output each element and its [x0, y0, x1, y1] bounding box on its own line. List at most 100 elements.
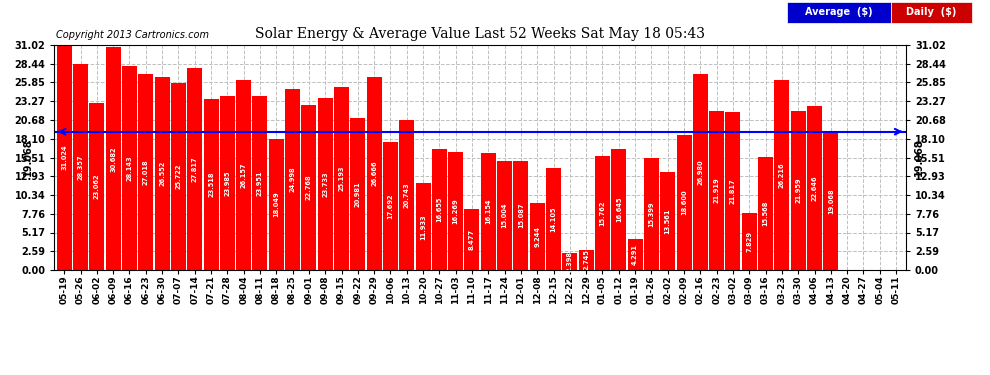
Bar — [595, 156, 610, 270]
Text: 20.743: 20.743 — [404, 182, 410, 208]
Text: 22.768: 22.768 — [306, 175, 312, 200]
Text: 26.157: 26.157 — [241, 162, 247, 188]
Bar — [562, 253, 577, 270]
Bar — [204, 99, 219, 270]
Text: 8.477: 8.477 — [469, 229, 475, 250]
Bar — [611, 149, 627, 270]
Text: 23.518: 23.518 — [208, 172, 214, 198]
Text: 26.980: 26.980 — [697, 159, 703, 185]
Bar — [824, 132, 839, 270]
Bar — [252, 96, 267, 270]
Text: 15.568: 15.568 — [762, 201, 768, 226]
Text: 22.646: 22.646 — [812, 175, 818, 201]
Text: 18.049: 18.049 — [273, 192, 279, 217]
Bar — [334, 87, 349, 270]
Text: 17.692: 17.692 — [387, 193, 393, 219]
Bar — [774, 80, 789, 270]
Text: 19.068: 19.068 — [914, 139, 924, 176]
Bar — [399, 120, 414, 270]
Text: 20.981: 20.981 — [354, 181, 360, 207]
Bar — [383, 142, 398, 270]
Text: 16.269: 16.269 — [452, 198, 458, 224]
Text: 27.018: 27.018 — [143, 159, 148, 185]
Text: 19.068: 19.068 — [23, 139, 33, 176]
Bar — [546, 168, 561, 270]
Text: 26.666: 26.666 — [371, 160, 377, 186]
Bar — [89, 103, 104, 270]
Bar — [171, 83, 186, 270]
Text: 23.733: 23.733 — [322, 171, 329, 197]
Text: 13.561: 13.561 — [664, 208, 670, 234]
Bar — [139, 74, 153, 270]
Bar — [791, 111, 806, 270]
Bar — [628, 239, 643, 270]
Bar — [237, 80, 251, 270]
Bar — [726, 112, 741, 270]
Bar — [497, 161, 512, 270]
Text: 15.004: 15.004 — [502, 203, 508, 228]
Bar — [318, 98, 333, 270]
Bar — [432, 149, 446, 270]
Bar — [448, 152, 463, 270]
Text: 21.817: 21.817 — [730, 178, 736, 204]
Bar — [758, 157, 773, 270]
Bar — [268, 139, 284, 270]
Bar — [73, 64, 88, 270]
Bar — [514, 160, 529, 270]
Bar — [220, 96, 235, 270]
Text: 2.745: 2.745 — [583, 250, 589, 270]
Bar — [416, 183, 431, 270]
Bar — [644, 158, 659, 270]
Text: 23.985: 23.985 — [225, 170, 231, 196]
Text: 15.399: 15.399 — [648, 201, 654, 227]
Text: 15.762: 15.762 — [600, 200, 606, 226]
Text: 23.951: 23.951 — [257, 170, 263, 196]
Text: 16.655: 16.655 — [437, 197, 443, 222]
Text: 11.933: 11.933 — [420, 214, 426, 240]
Text: 27.817: 27.817 — [192, 156, 198, 182]
Title: Solar Energy & Average Value Last 52 Weeks Sat May 18 05:43: Solar Energy & Average Value Last 52 Wee… — [255, 27, 705, 41]
Text: 28.357: 28.357 — [77, 154, 83, 180]
Text: 18.600: 18.600 — [681, 190, 687, 215]
Bar — [106, 48, 121, 270]
Text: 25.722: 25.722 — [175, 164, 181, 189]
Text: 21.919: 21.919 — [714, 178, 720, 203]
Text: 31.024: 31.024 — [61, 145, 67, 170]
Text: 2.398: 2.398 — [567, 251, 573, 272]
Text: 16.154: 16.154 — [485, 199, 491, 224]
Text: 7.829: 7.829 — [746, 231, 752, 252]
Text: 16.645: 16.645 — [616, 197, 622, 222]
Text: 26.216: 26.216 — [779, 162, 785, 188]
Bar — [807, 106, 822, 270]
Text: Daily  ($): Daily ($) — [907, 8, 956, 17]
Bar — [366, 76, 381, 270]
Bar — [530, 203, 544, 270]
Text: 4.291: 4.291 — [632, 244, 639, 265]
Text: 15.087: 15.087 — [518, 202, 524, 228]
Bar — [693, 74, 708, 270]
Bar — [481, 153, 496, 270]
Bar — [154, 77, 169, 270]
Bar — [285, 88, 300, 270]
Text: Copyright 2013 Cartronics.com: Copyright 2013 Cartronics.com — [56, 30, 209, 40]
Text: 30.682: 30.682 — [110, 146, 116, 171]
Bar — [122, 66, 137, 270]
Bar — [301, 105, 317, 270]
Bar — [676, 135, 692, 270]
Text: 21.959: 21.959 — [795, 178, 801, 203]
Text: 14.105: 14.105 — [550, 206, 556, 232]
Bar — [579, 250, 594, 270]
Text: 24.998: 24.998 — [290, 166, 296, 192]
Text: 9.244: 9.244 — [535, 226, 541, 247]
Text: Average  ($): Average ($) — [805, 8, 872, 17]
Bar — [187, 68, 202, 270]
Bar — [464, 209, 479, 270]
Text: 19.068: 19.068 — [828, 188, 834, 214]
Text: 25.193: 25.193 — [339, 166, 345, 191]
Bar — [350, 118, 365, 270]
Text: 23.062: 23.062 — [94, 174, 100, 199]
Text: 28.143: 28.143 — [127, 155, 133, 181]
Bar — [742, 213, 756, 270]
Text: 26.552: 26.552 — [159, 161, 165, 186]
Bar — [56, 45, 71, 270]
